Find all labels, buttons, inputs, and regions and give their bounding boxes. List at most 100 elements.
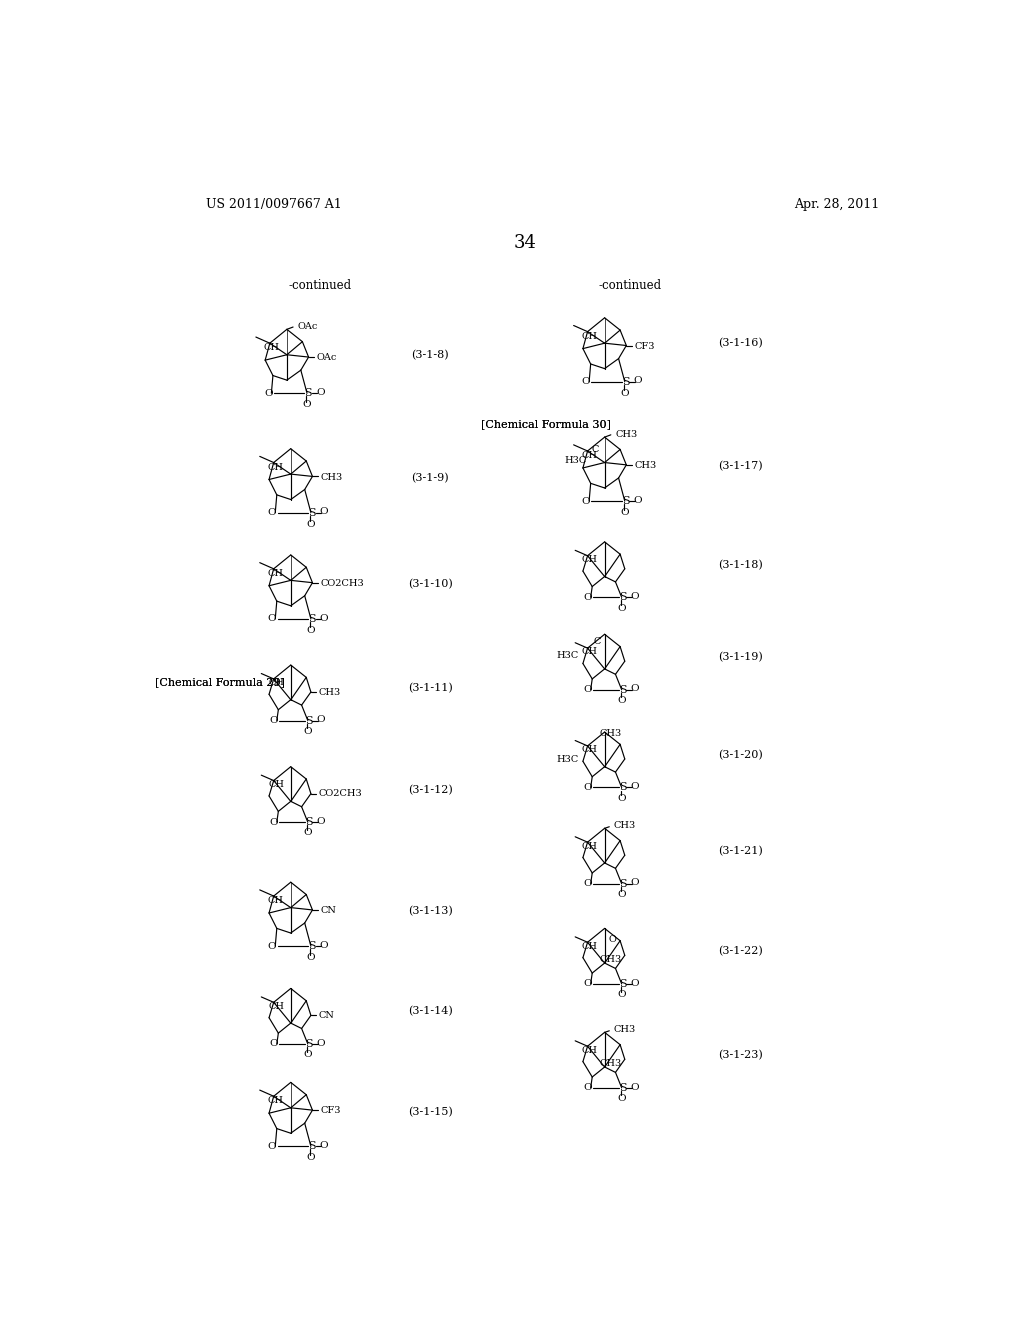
Text: S: S — [618, 979, 627, 989]
Text: CH3: CH3 — [600, 729, 622, 738]
Text: O: O — [264, 389, 272, 397]
Text: O: O — [316, 715, 326, 725]
Text: O: O — [306, 626, 315, 635]
Text: O: O — [303, 829, 312, 837]
Text: O: O — [582, 496, 591, 506]
Text: CN: CN — [321, 907, 336, 915]
Text: O: O — [617, 990, 626, 999]
Text: O: O — [631, 593, 639, 601]
Text: OAc: OAc — [316, 354, 337, 362]
Text: O: O — [268, 508, 276, 517]
Text: CH: CH — [582, 331, 597, 341]
Text: CH: CH — [582, 556, 598, 564]
Text: (3-1-12): (3-1-12) — [408, 784, 453, 795]
Text: CH: CH — [268, 1002, 284, 1011]
Text: O: O — [608, 936, 616, 944]
Text: O: O — [617, 890, 626, 899]
Text: [Chemical Formula 30]: [Chemical Formula 30] — [480, 418, 610, 429]
Text: CN: CN — [318, 1011, 335, 1020]
Text: CF3: CF3 — [634, 342, 654, 351]
Text: O: O — [303, 1051, 312, 1059]
Text: (3-1-14): (3-1-14) — [408, 1006, 453, 1016]
Text: S: S — [618, 879, 627, 888]
Text: H3C: H3C — [556, 651, 579, 660]
Text: CH3: CH3 — [321, 473, 342, 482]
Text: CH3: CH3 — [614, 821, 636, 830]
Text: O: O — [617, 793, 626, 803]
Text: CH3: CH3 — [634, 461, 656, 470]
Text: (3-1-9): (3-1-9) — [412, 473, 450, 483]
Text: (3-1-18): (3-1-18) — [718, 560, 763, 570]
Text: O: O — [584, 1084, 592, 1092]
Text: Apr. 28, 2011: Apr. 28, 2011 — [795, 198, 880, 211]
Text: S: S — [308, 614, 315, 624]
Text: [Chemical Formula 30]: [Chemical Formula 30] — [480, 418, 610, 429]
Text: O: O — [584, 879, 592, 888]
Text: O: O — [617, 1094, 626, 1104]
Text: O: O — [316, 817, 326, 826]
Text: O: O — [631, 1082, 639, 1092]
Text: O: O — [631, 879, 639, 887]
Text: CH: CH — [267, 463, 284, 471]
Text: OAc: OAc — [298, 322, 318, 331]
Text: CH: CH — [582, 746, 598, 754]
Text: S: S — [305, 1039, 312, 1049]
Text: O: O — [306, 520, 315, 528]
Text: O: O — [631, 783, 639, 791]
Text: CH: CH — [267, 896, 284, 906]
Text: -continued: -continued — [599, 279, 662, 292]
Text: O: O — [584, 979, 592, 989]
Text: O: O — [269, 1039, 278, 1048]
Text: CH: CH — [582, 941, 598, 950]
Text: CH3: CH3 — [318, 688, 341, 697]
Text: S: S — [618, 1082, 627, 1093]
Text: S: S — [618, 593, 627, 602]
Text: O: O — [319, 614, 329, 623]
Text: O: O — [617, 603, 626, 612]
Text: O: O — [621, 389, 629, 397]
Text: (3-1-10): (3-1-10) — [408, 579, 453, 589]
Text: O: O — [268, 614, 276, 623]
Text: S: S — [618, 783, 627, 792]
Text: O: O — [631, 685, 639, 693]
Text: CH: CH — [267, 1097, 284, 1105]
Text: O: O — [621, 508, 629, 517]
Text: H3C: H3C — [564, 455, 587, 465]
Text: CH: CH — [267, 569, 284, 578]
Text: CH3: CH3 — [600, 954, 622, 964]
Text: O: O — [268, 941, 276, 950]
Text: O: O — [303, 400, 311, 409]
Text: O: O — [584, 685, 592, 694]
Text: CH: CH — [582, 1045, 598, 1055]
Text: CH: CH — [582, 451, 597, 461]
Text: C: C — [593, 638, 600, 647]
Text: S: S — [308, 508, 315, 517]
Text: [Chemical Formula 29]: [Chemical Formula 29] — [155, 677, 285, 686]
Text: (3-1-21): (3-1-21) — [718, 846, 763, 857]
Text: S: S — [305, 715, 312, 726]
Text: S: S — [308, 1142, 315, 1151]
Text: S: S — [308, 941, 315, 952]
Text: CH: CH — [582, 648, 598, 656]
Text: O: O — [582, 378, 591, 387]
Text: S: S — [305, 817, 312, 828]
Text: O: O — [584, 593, 592, 602]
Text: (3-1-8): (3-1-8) — [412, 350, 450, 360]
Text: (3-1-11): (3-1-11) — [408, 682, 453, 693]
Text: CH: CH — [268, 678, 284, 688]
Text: (3-1-17): (3-1-17) — [718, 461, 763, 471]
Text: CH: CH — [263, 343, 280, 352]
Text: (3-1-23): (3-1-23) — [718, 1051, 763, 1060]
Text: O: O — [303, 727, 312, 735]
Text: O: O — [269, 715, 278, 725]
Text: CH3: CH3 — [600, 1059, 622, 1068]
Text: O: O — [319, 507, 329, 516]
Text: (3-1-16): (3-1-16) — [718, 338, 763, 348]
Text: O: O — [631, 978, 639, 987]
Text: S: S — [304, 388, 311, 399]
Text: O: O — [316, 1039, 326, 1048]
Text: O: O — [306, 953, 315, 962]
Text: O: O — [634, 376, 642, 385]
Text: (3-1-15): (3-1-15) — [408, 1106, 453, 1117]
Text: CO2CH3: CO2CH3 — [321, 579, 364, 587]
